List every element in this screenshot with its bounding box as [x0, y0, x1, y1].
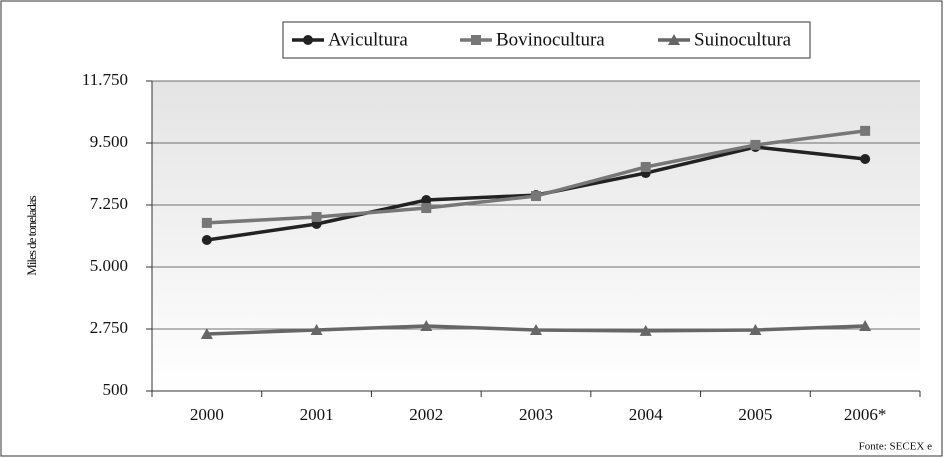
legend-marker — [471, 35, 481, 45]
point — [530, 323, 542, 335]
y-tick-label: 2.750 — [90, 318, 128, 337]
point — [749, 323, 762, 335]
y-tick-label: 7.250 — [90, 194, 128, 213]
point — [421, 203, 432, 214]
y-tick-label: 11.750 — [82, 70, 128, 89]
point — [420, 319, 433, 331]
point — [200, 327, 213, 339]
point — [531, 191, 541, 202]
legend-label: Suinocultura — [694, 29, 792, 50]
legend-marker — [303, 35, 313, 45]
point — [860, 125, 871, 136]
legend-marker — [668, 34, 680, 45]
x-tick-label: 2006* — [844, 405, 887, 424]
legend-box — [282, 21, 811, 59]
x-tick-label: 2004 — [629, 405, 664, 424]
legend-label: Bovinocultura — [496, 29, 605, 50]
point — [639, 324, 652, 336]
y-tick-label: 5.000 — [90, 256, 128, 275]
point — [421, 195, 432, 206]
source: Fonte: SECEX e — [859, 441, 932, 453]
y-tick-label: 9.500 — [90, 132, 128, 151]
point — [640, 161, 651, 172]
y-tick-label: 500 — [103, 380, 129, 399]
y-axis-label: Miles de toneladas — [24, 195, 39, 275]
legend-label: Avicultura — [328, 29, 408, 50]
x-tick-label: 2005 — [738, 405, 772, 424]
point — [310, 323, 323, 335]
x-tick-label: 2001 — [300, 405, 334, 424]
point — [201, 234, 212, 245]
point — [859, 319, 872, 331]
point — [311, 211, 322, 222]
plot-area — [152, 81, 920, 391]
point — [201, 217, 212, 228]
x-tick-label: 2002 — [409, 405, 443, 424]
x-tick-label: 2000 — [190, 405, 224, 424]
x-tick-label: 2003 — [519, 405, 553, 424]
point — [750, 139, 761, 150]
point — [860, 153, 871, 164]
